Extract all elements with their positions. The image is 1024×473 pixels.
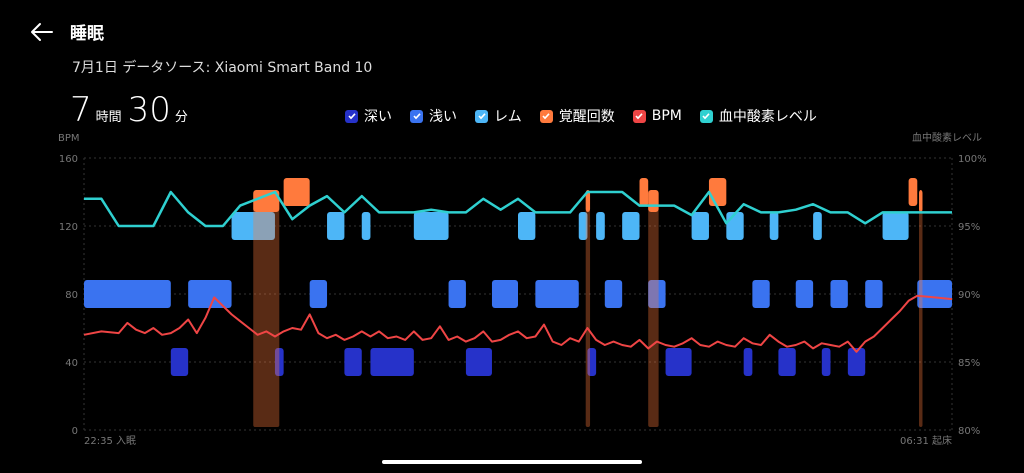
data-source-subtitle: 7月1日 データソース: Xiaomi Smart Band 10: [72, 60, 373, 76]
bpm-line: [83, 294, 953, 353]
stage-bar-light: [188, 280, 232, 308]
stage-bar-deep: [465, 348, 492, 376]
legend-item-5[interactable]: 血中酸素レベル: [699, 106, 817, 126]
checkbox-icon[interactable]: [632, 109, 646, 123]
stage-bar-deep: [344, 348, 362, 376]
awake-spike: [648, 192, 659, 427]
left-axis-label: BPM: [58, 133, 80, 144]
stage-bar-light: [752, 280, 770, 308]
stage-bar-light: [604, 280, 623, 308]
back-arrow-icon[interactable]: [28, 18, 56, 46]
awake-marker: [253, 190, 280, 212]
sleep-duration: 7 時間 30 分: [70, 90, 194, 130]
legend-item-4[interactable]: BPM: [632, 106, 682, 126]
checkbox-icon[interactable]: [475, 109, 488, 123]
stage-bar-awake: [708, 178, 727, 206]
stage-bar-light: [309, 280, 328, 308]
stage-bar-rem: [361, 212, 371, 240]
legend-label: 深い: [364, 109, 392, 125]
right-tick-label: 90%: [958, 290, 980, 301]
right-tick-label: 100%: [958, 154, 987, 165]
stage-bar-light: [648, 280, 666, 308]
legend-item-1[interactable]: 浅い: [410, 106, 457, 126]
stage-bar-rem: [769, 212, 779, 240]
stage-bar-rem: [231, 212, 275, 240]
duration-hours: 7: [70, 90, 92, 130]
checkbox-icon[interactable]: [699, 109, 713, 123]
stage-bar-rem: [622, 212, 640, 240]
sleep-chart: 160 100% 120 95% 80 90% 40 85% 0 80% BPM 血中酸素レベル 22:…: [58, 131, 987, 447]
awake-marker: [648, 190, 659, 212]
stage-bar-light: [491, 280, 518, 308]
awake-spike: [253, 192, 280, 427]
awake-spike: [919, 192, 923, 427]
stage-bar-awake: [908, 178, 918, 206]
stage-bar-deep: [274, 348, 284, 376]
legend-label: 覚醒回数: [558, 109, 615, 125]
legend-item-2[interactable]: レム: [475, 106, 522, 126]
right-tick-label: 85%: [958, 358, 980, 369]
stage-bar-rem: [413, 212, 449, 240]
stage-bar-deep: [821, 348, 831, 376]
stage-bar-light: [795, 280, 814, 308]
right-tick-label: 80%: [958, 426, 980, 437]
legend-label: BPM: [651, 108, 682, 124]
stage-bar-light: [917, 280, 952, 308]
legend-item-0[interactable]: 深い: [345, 106, 392, 126]
stage-bar-rem: [596, 212, 605, 240]
duration-minutes-unit: 分: [174, 110, 188, 125]
stage-bar-light: [448, 280, 466, 308]
right-axis-label: 血中酸素レベル: [912, 131, 982, 144]
right-tick-label: 95%: [958, 222, 980, 233]
awake-marker: [919, 190, 923, 212]
stage-bar-rem: [691, 212, 709, 240]
home-indicator: [382, 460, 642, 464]
stage-bar-deep: [665, 348, 692, 376]
left-tick-label: 160: [59, 154, 78, 165]
stage-bar-deep: [370, 348, 414, 376]
checkbox-icon[interactable]: [410, 109, 423, 123]
stage-bar-rem: [882, 212, 909, 240]
stage-bar-deep: [743, 348, 753, 376]
stage-bar-rem: [327, 212, 345, 240]
left-tick-label: 80: [65, 290, 78, 301]
stage-bar-deep: [170, 348, 189, 376]
awake-marker: [585, 190, 591, 212]
stage-bar-light: [865, 280, 883, 308]
stage-bar-awake: [283, 178, 310, 206]
spo2-line: [84, 190, 952, 228]
stage-bar-light: [830, 280, 848, 308]
stage-bar-rem: [726, 212, 744, 240]
duration-hours-unit: 時間: [95, 110, 122, 125]
stage-bar-rem: [813, 212, 822, 240]
legend-label: 血中酸素レベル: [718, 109, 817, 125]
stage-bar-rem: [518, 212, 536, 240]
legend-item-3[interactable]: 覚醒回数: [539, 106, 615, 126]
checkbox-icon[interactable]: [539, 109, 553, 123]
x-start-label: 22:35 入眠: [84, 435, 136, 447]
left-tick-label: 120: [59, 222, 78, 233]
checkbox-icon[interactable]: [345, 109, 358, 123]
duration-minutes: 30: [127, 90, 171, 130]
stage-bar-awake: [639, 178, 649, 206]
stage-bar-rem: [578, 212, 588, 240]
stage-bar-deep: [587, 348, 597, 376]
chart-legend: 深い 浅い レム 覚醒回数 BPM 血中酸素レベル: [345, 106, 835, 126]
left-tick-label: 0: [72, 426, 78, 437]
legend-label: レム: [494, 109, 522, 125]
stage-bar-light: [84, 280, 171, 308]
stage-bar-deep: [847, 348, 866, 376]
awake-spike: [585, 192, 591, 427]
stage-bar-light: [535, 280, 579, 308]
x-end-label: 06:31 起床: [900, 434, 952, 447]
page-title: 睡眠: [70, 24, 104, 44]
stage-bar-deep: [778, 348, 796, 376]
left-tick-label: 40: [65, 358, 78, 369]
legend-label: 浅い: [429, 109, 457, 125]
